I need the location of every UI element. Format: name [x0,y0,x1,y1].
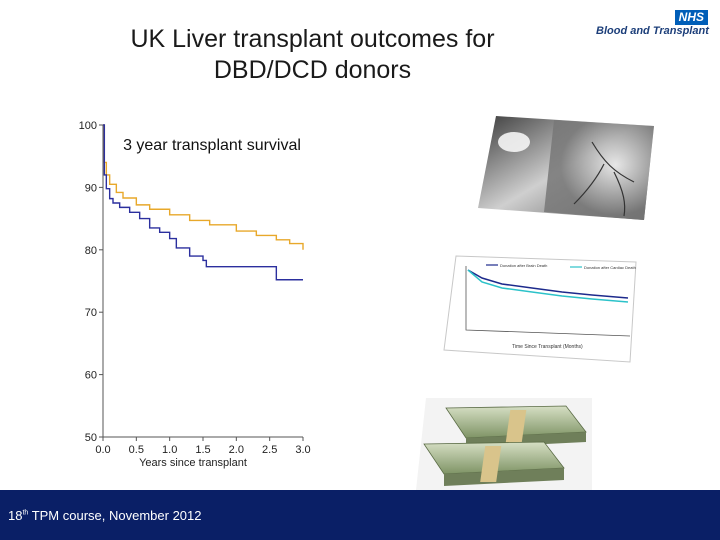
x-tick-label: 0.0 [95,444,110,456]
thumb-xlabel: Time Since Transplant (Months) [512,344,583,350]
x-tick-label: 1.0 [162,444,177,456]
title-line-1: UK Liver transplant outcomes for [130,25,495,53]
money-image [416,398,592,490]
footer-text: 18th TPM course, November 2012 [8,508,201,523]
slide-title: UK Liver transplant outcomes for DBD/DCD… [80,24,545,86]
x-axis-label: Years since transplant [139,457,247,469]
x-tick-label: 2.0 [229,444,244,456]
org-name: Blood and Transplant [596,25,709,37]
footer-ordinal: 18 [8,508,23,523]
x-tick-label: 3.0 [295,444,310,456]
footer-ordinal-suffix: th [22,509,29,517]
x-tick-label: 0.5 [129,444,144,456]
y-tick-label: 60 [85,370,97,382]
nhs-logo-box: NHS [674,10,708,25]
thumb-legend-dcd: Donation after Cardiac Death [584,265,636,270]
footer-bar: 18th TPM course, November 2012 [0,490,720,540]
y-tick-label: 70 [85,307,97,319]
x-tick-label: 1.5 [195,444,210,456]
footer-course: TPM course, November 2012 [28,508,202,523]
title-line-2: DBD/DCD donors [213,56,412,84]
survival-thumbnail: Donation after Brain Death Donation afte… [443,255,637,363]
xray-image [478,116,654,220]
nhsbt-logo: NHS Blood and Transplant [594,10,714,40]
x-tick-label: 2.5 [262,444,277,456]
y-tick-label: 90 [85,182,97,194]
y-tick-label: 80 [85,245,97,257]
survival-chart: 50 60 70 80 90 100 0.0 0.5 1.0 1.5 2.0 2.5 3.0 Years … [79,120,311,469]
series-line-dcd [103,124,303,281]
y-tick-label: 50 [85,432,97,444]
y-tick-label: 100 [79,120,97,132]
chart-title: 3 year transplant survival [123,137,301,154]
series-line-dbd [103,124,304,250]
thumb-legend-dbd: Donation after Brain Death [500,263,547,268]
